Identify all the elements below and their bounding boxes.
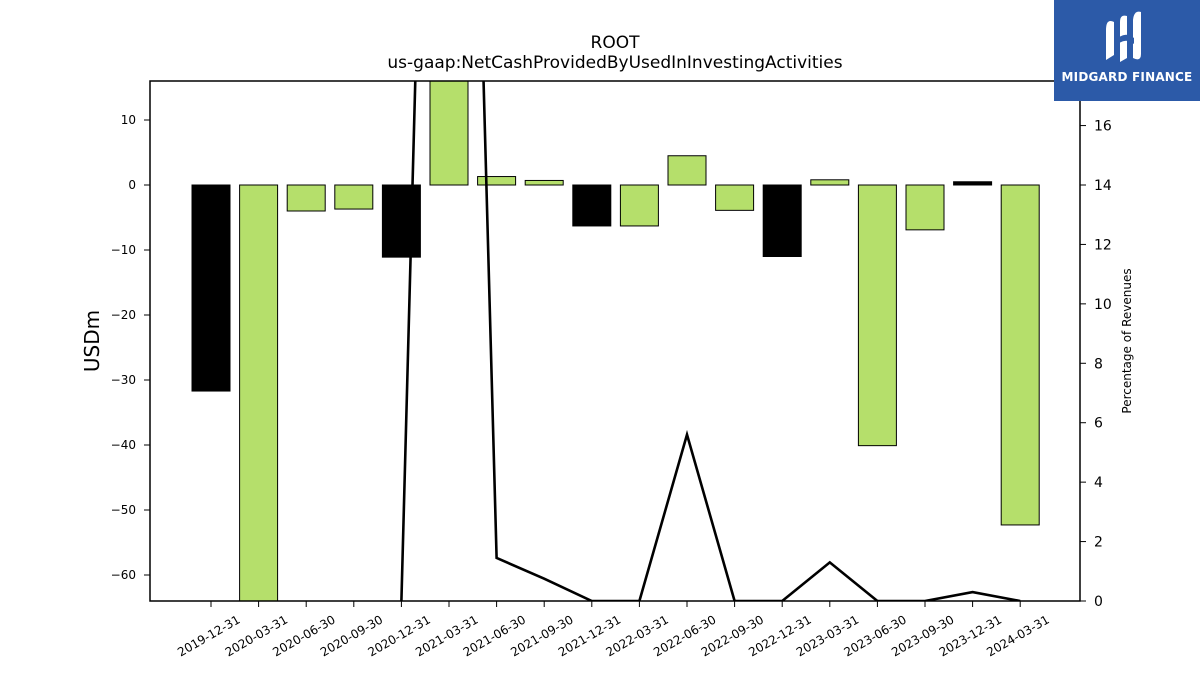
y2-tick-label: 16 <box>1094 119 1112 135</box>
y-tick-label: 0 <box>128 178 136 192</box>
plot-frame <box>149 80 1081 602</box>
bar-2023-09-30 <box>905 184 945 231</box>
y-tick-label: −10 <box>111 243 136 257</box>
percentage-line <box>400 81 1021 601</box>
y-tick-label: −40 <box>111 438 136 452</box>
y2-tick-label: 0 <box>1094 594 1103 610</box>
y-axis-label: USDm <box>80 310 104 372</box>
logo-text: MIDGARD FINANCE <box>1061 70 1193 84</box>
bar-2023-12-31 <box>953 181 993 186</box>
y2-axis-label: Percentage of Revenues <box>1120 268 1134 413</box>
y2-tick-label: 10 <box>1094 297 1112 313</box>
bar-2022-12-31 <box>762 184 802 257</box>
bar-2021-09-30 <box>524 179 564 186</box>
bar-2020-12-31 <box>381 184 421 258</box>
bars-group <box>191 81 1040 601</box>
percentage-line-group <box>400 81 1021 601</box>
bar-2022-06-30 <box>667 155 707 186</box>
y2-tick-label: 6 <box>1094 416 1103 432</box>
y2-tick-label: 2 <box>1094 535 1103 551</box>
bar-2021-12-31 <box>572 184 612 227</box>
y2-tick-label: 14 <box>1094 178 1112 194</box>
bar-2020-09-30 <box>334 184 374 210</box>
chart-subtitle: us-gaap:NetCashProvidedByUsedInInvesting… <box>387 53 842 73</box>
bar-2022-09-30 <box>715 184 755 211</box>
y-tick-label: −60 <box>111 568 136 582</box>
y-tick-label: −50 <box>111 503 136 517</box>
chart-title: ROOT <box>591 33 641 53</box>
bar-2019-12-31 <box>191 184 231 392</box>
y2-tick-label: 4 <box>1094 475 1103 491</box>
midgard-logo: MIDGARD FINANCE <box>1054 0 1200 101</box>
midgard-logo-icon <box>1106 11 1141 63</box>
bar-2021-06-30 <box>477 176 517 186</box>
bar-2023-06-30 <box>857 184 897 447</box>
y-tick-label: 10 <box>121 113 136 127</box>
y-tick-label: −20 <box>111 308 136 322</box>
bar-2020-03-31 <box>239 184 279 601</box>
y2-tick-label: 8 <box>1094 356 1103 372</box>
y-tick-label: −30 <box>111 373 136 387</box>
y2-tick-label: 12 <box>1094 237 1112 253</box>
bar-2021-03-31 <box>429 81 469 186</box>
bar-2022-03-31 <box>619 184 659 227</box>
bar-2024-03-31 <box>1000 184 1040 526</box>
bar-2023-03-31 <box>810 179 850 186</box>
bar-2020-06-30 <box>286 184 326 212</box>
